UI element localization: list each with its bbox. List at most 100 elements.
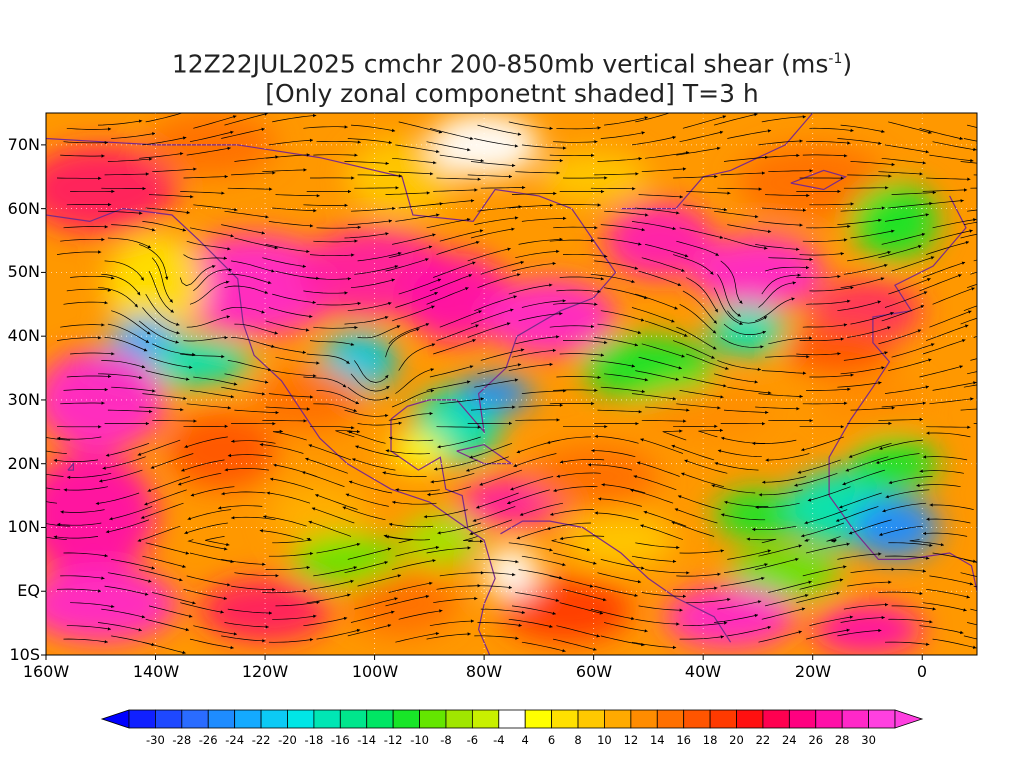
streamline	[922, 602, 967, 611]
streamline-arrow	[960, 199, 964, 203]
streamline	[104, 173, 149, 176]
streamline-arrow	[755, 214, 759, 219]
streamline-arrow	[57, 522, 61, 527]
streamline	[309, 340, 355, 346]
streamline	[518, 157, 563, 162]
streamline-arrow	[637, 580, 642, 584]
streamline	[111, 559, 155, 570]
streamline-arrow	[270, 477, 274, 481]
streamline	[679, 227, 724, 239]
streamline-arrow	[264, 113, 268, 116]
streamline-arrow	[396, 325, 401, 329]
streamline	[95, 492, 140, 505]
streamline	[645, 406, 690, 411]
streamline-arrow	[850, 202, 854, 206]
streamline-arrow	[477, 425, 481, 429]
streamline-arrow	[520, 260, 524, 265]
streamline	[553, 226, 598, 229]
streamline-arrow	[466, 468, 470, 472]
streamline	[429, 620, 475, 627]
streamline-arrow	[633, 475, 637, 479]
streamline-arrow	[184, 530, 188, 535]
streamline-arrow	[754, 380, 758, 384]
streamline	[385, 328, 420, 358]
streamline	[641, 592, 686, 597]
streamline-arrow	[679, 429, 683, 433]
streamline	[600, 559, 645, 569]
streamline-arrow	[226, 315, 230, 319]
streamline-arrow	[602, 598, 607, 602]
streamline	[888, 121, 932, 134]
streamline	[635, 542, 680, 548]
colorbar-swatch	[366, 709, 394, 729]
streamline	[476, 492, 519, 509]
streamline	[594, 173, 639, 176]
streamline	[967, 622, 977, 626]
streamline-arrow	[968, 310, 972, 314]
streamline	[111, 386, 156, 392]
streamline	[398, 278, 442, 295]
streamline-arrow	[518, 623, 522, 627]
streamline-arrow	[230, 645, 234, 650]
shading-patch	[111, 317, 178, 356]
streamline-arrow	[559, 403, 563, 407]
streamline	[850, 230, 895, 239]
streamline-arrow	[1007, 274, 1010, 277]
streamline-arrow	[836, 591, 840, 595]
streamline-arrow	[891, 406, 895, 410]
streamline	[758, 544, 802, 557]
streamline-arrow	[388, 140, 392, 145]
streamline	[758, 221, 803, 226]
streamline	[148, 194, 194, 198]
streamline	[227, 454, 273, 458]
streamline-arrow	[391, 278, 395, 282]
streamline-arrow	[227, 453, 232, 458]
streamline-arrow	[60, 510, 64, 514]
streamline	[273, 464, 317, 477]
streamline-arrow	[739, 300, 743, 304]
colorbar-swatch	[815, 709, 843, 729]
streamline-arrow	[714, 424, 718, 428]
colorbar-swatch	[736, 709, 764, 729]
streamline	[631, 136, 676, 146]
streamline	[395, 368, 434, 394]
streamline-arrow	[101, 401, 105, 405]
streamline	[474, 217, 519, 225]
streamline	[553, 389, 598, 391]
streamline	[727, 549, 771, 560]
streamline-arrow	[754, 113, 758, 117]
streamline	[840, 124, 885, 133]
streamline-arrow	[797, 273, 801, 277]
streamline-arrow	[847, 224, 851, 229]
streamline-arrow	[134, 303, 138, 308]
streamline-arrow	[506, 322, 511, 326]
streamline	[762, 476, 807, 483]
streamline-arrow	[641, 389, 645, 394]
streamline	[518, 569, 563, 579]
streamline-arrow	[516, 536, 521, 540]
streamline	[437, 436, 481, 448]
colorbar-swatch	[207, 709, 236, 729]
streamline-arrow	[190, 493, 195, 497]
streamline-arrow	[879, 532, 883, 536]
streamline-arrow	[600, 277, 604, 281]
streamline	[262, 257, 307, 268]
streamline-arrow	[264, 380, 269, 384]
streamline	[268, 638, 314, 643]
streamline	[224, 113, 268, 126]
shading-patch	[730, 546, 841, 598]
streamline-arrow	[467, 218, 471, 222]
streamline-arrow	[683, 419, 687, 423]
streamline	[752, 525, 797, 531]
streamline	[673, 587, 718, 591]
streamline-arrow	[764, 246, 768, 250]
streamline-arrow	[99, 479, 103, 483]
streamline-arrow	[430, 368, 434, 372]
streamline-arrow	[435, 545, 440, 550]
streamline-arrow	[678, 495, 682, 499]
streamline-arrow	[431, 343, 436, 347]
streamline-arrow	[671, 319, 675, 323]
shading-patch	[851, 183, 939, 260]
streamline	[262, 169, 307, 173]
streamline	[350, 611, 395, 623]
